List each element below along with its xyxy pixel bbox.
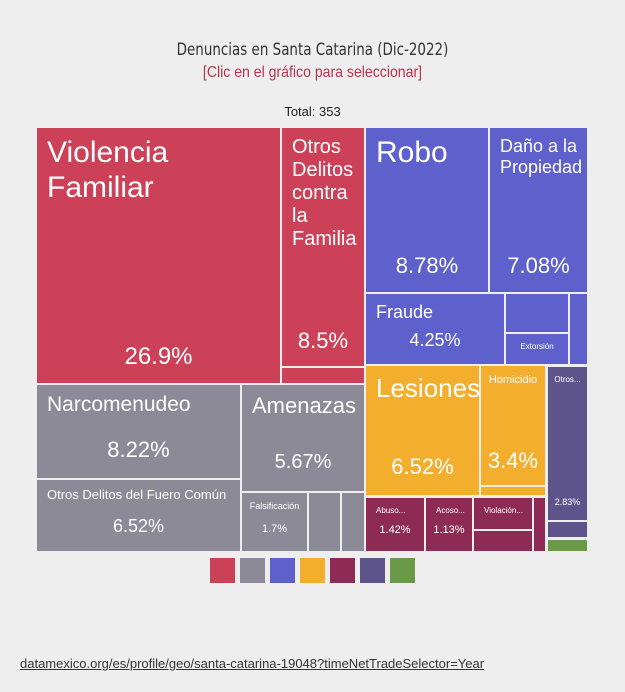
cell-label: Extorsión: [520, 342, 554, 351]
cell-label: Lesiones: [376, 373, 479, 403]
cell-percent: 5.67%: [274, 451, 332, 473]
treemap-cell-amenazas[interactable]: Amenazas 5.67%: [242, 385, 364, 491]
treemap-cell-extorsi-n[interactable]: Extorsión: [506, 334, 568, 364]
cell-percent: 2.83%: [554, 497, 581, 507]
treemap-cell[interactable]: [282, 368, 364, 383]
cell-label: Acoso...: [436, 506, 465, 515]
cell-label: Homicidio: [488, 374, 538, 386]
treemap-cell-lesiones[interactable]: Lesiones 6.52%: [366, 366, 479, 495]
cell-label: Daño a la Propiedad: [500, 136, 583, 177]
total-label: Total: 353: [284, 104, 341, 119]
legend-swatch[interactable]: [210, 558, 235, 583]
treemap-cell[interactable]: [548, 522, 587, 537]
treemap-cell-abuso[interactable]: Abuso... 1.42%: [366, 498, 424, 551]
treemap-cell[interactable]: [481, 487, 545, 495]
treemap-cell[interactable]: [548, 540, 587, 551]
treemap-cell[interactable]: [534, 498, 545, 551]
cell-percent: 1.42%: [379, 524, 411, 536]
treemap-cell-falsificaci-n[interactable]: Falsificación 1.7%: [242, 493, 307, 551]
treemap-cell[interactable]: [309, 493, 340, 551]
treemap-cell-otros-delitos-del-fuero-com-n[interactable]: Otros Delitos del Fuero Común 6.52%: [37, 480, 240, 551]
cell-label: Fraude: [376, 302, 434, 322]
treemap-cell[interactable]: [474, 531, 532, 551]
cell-percent: 8.78%: [395, 253, 459, 278]
cell-label: Otros Delitos contra la Familia: [292, 136, 357, 250]
cell-label: Amenazas: [252, 393, 356, 418]
cell-label: Abuso...: [376, 506, 406, 515]
cell-percent: 26.9%: [124, 343, 193, 370]
cell-percent: 6.52%: [112, 516, 165, 536]
treemap-cell[interactable]: [570, 294, 587, 364]
cell-percent: 6.52%: [391, 454, 454, 479]
cell-percent: 1.7%: [261, 523, 288, 535]
cell-label: Violación...: [484, 506, 523, 515]
chart-subtitle[interactable]: [Clic en el gráfico para seleccionar]: [202, 64, 423, 81]
legend-swatch[interactable]: [360, 558, 385, 583]
legend-swatch[interactable]: [390, 558, 415, 583]
treemap-cell[interactable]: [342, 493, 364, 551]
source-link[interactable]: datamexico.org/es/profile/geo/santa-cata…: [20, 656, 485, 671]
cell-label: Narcomenudeo: [47, 393, 191, 416]
treemap-cell-da-o-a-la-propiedad[interactable]: Daño a la Propiedad 7.08%: [490, 128, 587, 292]
treemap-cell-violaci-n[interactable]: Violación...: [474, 498, 532, 529]
treemap-cell[interactable]: [506, 294, 568, 332]
treemap-cell-homicidio[interactable]: Homicidio 3.4%: [481, 366, 545, 485]
cell-percent: 8.5%: [297, 328, 349, 353]
treemap-cell-robo[interactable]: Robo 8.78%: [366, 128, 488, 292]
legend-swatch[interactable]: [270, 558, 295, 583]
cell-percent: 1.13%: [433, 524, 465, 536]
treemap-cell-otros-delitos-contra-la-familia[interactable]: Otros Delitos contra la Familia 8.5%: [282, 128, 364, 366]
cell-label: Violencia Familiar: [47, 136, 169, 204]
cell-label: Robo: [376, 136, 448, 169]
cell-percent: 8.22%: [107, 437, 170, 462]
legend-swatch[interactable]: [300, 558, 325, 583]
cell-label: Otros...: [554, 375, 581, 384]
chart-title: Denuncias en Santa Catarina (Dic-2022): [176, 40, 449, 60]
legend-swatch[interactable]: [240, 558, 265, 583]
cell-percent: 4.25%: [409, 330, 461, 350]
treemap-cell-violencia-familiar[interactable]: Violencia Familiar 26.9%: [37, 128, 280, 383]
treemap-cell-narcomenudeo[interactable]: Narcomenudeo 8.22%: [37, 385, 240, 478]
cell-percent: 7.08%: [507, 253, 570, 278]
cell-label: Otros Delitos del Fuero Común: [47, 487, 227, 502]
treemap-cell-acoso[interactable]: Acoso... 1.13%: [426, 498, 472, 551]
cell-percent: 3.4%: [487, 448, 539, 473]
treemap-cell-otros[interactable]: Otros... 2.83%: [548, 367, 587, 520]
treemap-cell-fraude[interactable]: Fraude 4.25%: [366, 294, 504, 364]
legend-swatch[interactable]: [330, 558, 355, 583]
cell-label: Falsificación: [249, 501, 300, 511]
